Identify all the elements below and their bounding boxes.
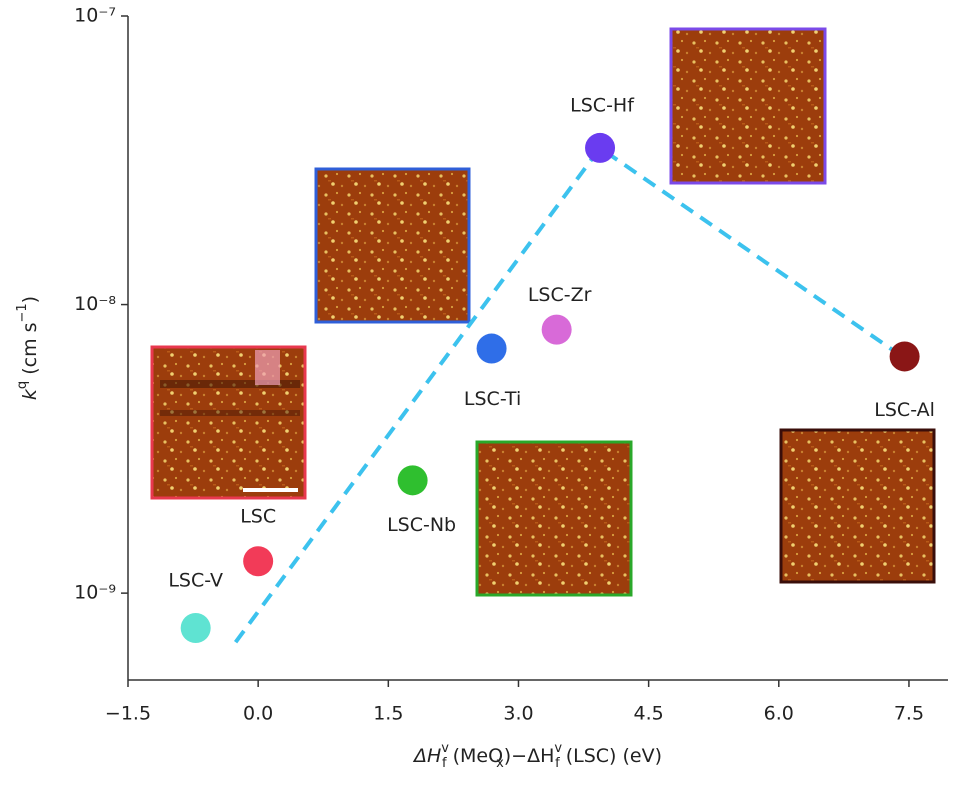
trend-line [233, 145, 904, 644]
afm-image-hf [669, 27, 827, 185]
x-tick-label: −1.5 [105, 703, 151, 725]
x-axis-label: ΔHv f (MeOx)−ΔHv f (LSC) (eV) [412, 741, 662, 771]
label-part: (MeO [447, 745, 504, 767]
x-tick-label: 7.5 [894, 703, 924, 725]
y-tick-label: 10⁻⁹ [74, 582, 116, 604]
data-point [889, 341, 920, 372]
y-axis-label: kq (cm s−1) [15, 296, 41, 400]
afm-image-al [779, 428, 936, 584]
data-point [243, 546, 274, 577]
label-part: (LSC) (eV) [560, 745, 662, 767]
afm-band [160, 410, 300, 416]
afm-image-lsc [150, 345, 307, 500]
x-tick-label: 3.0 [503, 703, 533, 725]
x-tick-label: 1.5 [373, 703, 403, 725]
point-label: LSC-Hf [570, 94, 635, 116]
label-part: x [496, 756, 504, 771]
data-point [541, 314, 572, 345]
label-part: q [15, 381, 30, 389]
label-part: −1 [15, 303, 30, 322]
data-point [476, 333, 507, 364]
label-part: )−ΔH [504, 745, 555, 767]
afm-image-nb [475, 440, 633, 597]
afm-band [160, 380, 300, 388]
data-point [180, 613, 211, 644]
point-label: LSC-Zr [528, 284, 592, 306]
point-label: LSC [240, 506, 276, 528]
x-tick-label: 0.0 [243, 703, 273, 725]
label-part: ΔH [412, 745, 441, 767]
y-tick-label: 10⁻⁷ [74, 5, 116, 27]
afm-feature [255, 350, 280, 385]
label-part: k [19, 388, 41, 400]
point-label: LSC-Al [874, 399, 935, 421]
label-part: v [554, 741, 562, 756]
point-label: LSC-Nb [387, 514, 456, 536]
x-tick-label: 6.0 [764, 703, 794, 725]
label-part: v [441, 741, 449, 756]
label-part: (cm s [19, 322, 41, 380]
data-point [397, 465, 428, 496]
label-part: f [555, 756, 560, 771]
afm-insets [150, 27, 936, 597]
x-tick-label: 4.5 [634, 703, 664, 725]
data-point [585, 132, 616, 163]
label-part: ) [19, 296, 41, 303]
point-label: LSC-V [168, 570, 223, 592]
y-tick-label: 10⁻⁸ [74, 293, 116, 315]
point-label: LSC-Ti [464, 388, 521, 410]
label-part: f [442, 756, 447, 771]
afm-image-ti [314, 167, 471, 324]
